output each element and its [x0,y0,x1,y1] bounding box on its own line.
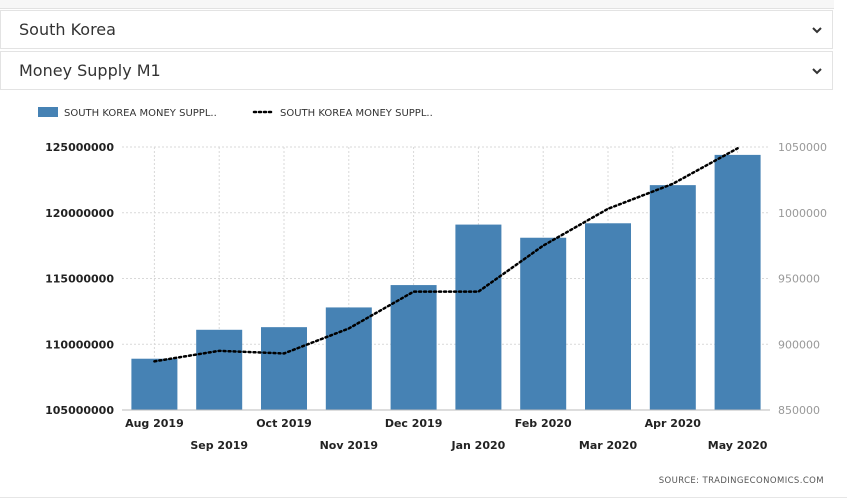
legend-bar-swatch [38,107,58,117]
line-point [218,350,220,352]
x-axis-tick-label: Apr 2020 [645,417,702,430]
y-axis-left-tick-label: 110000000 [45,338,114,351]
x-axis-tick-label: May 2020 [708,439,768,452]
money-supply-line[interactable] [153,147,739,363]
bar-apr-2020[interactable] [649,185,696,410]
line-point [607,208,609,210]
top-strip [0,0,834,9]
line-point [153,360,155,362]
y-axis-left-tick-label: 125000000 [45,141,114,154]
y-axis-right-tick-label: 1000000 [778,207,827,220]
line-series [153,147,739,363]
axes: 125000000 120000000 115000000 110000000 1050… [45,141,827,452]
money-supply-chart: 125000000 120000000 115000000 110000000 1050… [38,107,827,486]
y-axis-right-tick-label: 950000 [778,273,820,286]
legend: SOUTH KOREA MONEY SUPPL.. SOUTH KOREA MON… [38,107,433,119]
bar-nov-2019[interactable] [325,307,372,410]
bar-mar-2020[interactable] [585,223,631,410]
x-axis-tick-label: Feb 2020 [515,417,572,430]
chart-area: 125000000 120000000 115000000 110000000 1050… [0,92,847,501]
bar-dec-2019[interactable] [390,285,437,410]
y-axis-right-tick-label: 900000 [778,338,820,351]
line-point [413,291,415,293]
country-select[interactable]: South Korea [0,10,833,49]
chevron-down-icon [812,26,822,33]
x-axis-tick-label: Nov 2019 [320,439,378,452]
bar-sep-2019[interactable] [196,329,243,410]
x-axis-tick-label: Jan 2020 [451,439,506,452]
x-axis-tick-label: Sep 2019 [190,439,248,452]
legend-line-label: SOUTH KOREA MONEY SUPPL.. [280,108,433,119]
chevron-down-icon [812,67,822,74]
x-axis-tick-label: Oct 2019 [256,417,312,430]
line-point [737,147,739,149]
bars [131,154,761,410]
y-axis-left-tick-label: 120000000 [45,207,114,220]
line-point [348,327,350,329]
line-point [542,245,544,247]
bar-may-2020[interactable] [714,154,761,410]
indicator-select-label: Money Supply M1 [19,61,161,80]
y-axis-right-tick-label: 1050000 [778,141,827,154]
source-label: SOURCE: TRADINGECONOMICS.COM [659,476,824,486]
line-point [672,183,674,185]
bar-oct-2019[interactable] [261,327,307,410]
indicator-select[interactable]: Money Supply M1 [0,51,833,90]
line-point [283,352,285,354]
x-axis-tick-label: Aug 2019 [125,417,184,430]
bar-feb-2020[interactable] [520,237,567,410]
y-axis-left-tick-label: 105000000 [45,404,114,417]
country-select-label: South Korea [19,20,116,39]
x-axis-tick-label: Dec 2019 [385,417,443,430]
y-axis-left-tick-label: 115000000 [45,273,114,286]
bar-aug-2019[interactable] [131,358,178,410]
bar-jan-2020[interactable] [455,224,502,410]
x-axis-tick-label: Mar 2020 [579,439,638,452]
bottom-divider [0,497,847,498]
line-point [477,291,479,293]
y-axis-right-tick-label: 850000 [778,404,820,417]
legend-bar-label: SOUTH KOREA MONEY SUPPL.. [64,108,217,119]
